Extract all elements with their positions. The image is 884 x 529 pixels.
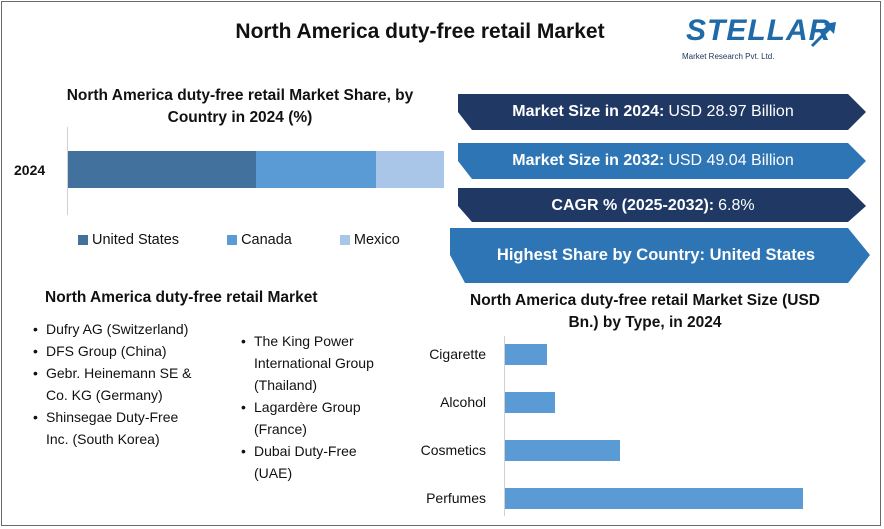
logo-arrow-icon — [810, 22, 836, 48]
list-item: Dufry AG (Switzerland) — [33, 318, 198, 340]
share-chart-axis — [67, 127, 68, 215]
legend-swatch — [339, 235, 350, 245]
type-bar-cosmetics — [505, 440, 621, 461]
type-category-label: Alcohol — [440, 394, 486, 410]
banner-key: Market Size in 2032: — [512, 152, 665, 169]
type-bar-alcohol — [505, 392, 555, 413]
banner-value: 6.8% — [718, 197, 755, 214]
legend-item: Mexico — [339, 232, 400, 248]
list-item: Shinsegae Duty-Free Inc. (South Korea) — [33, 406, 198, 450]
logo-wordmark: STELLAR — [686, 14, 832, 47]
banner-key: CAGR % (2025-2032): — [551, 197, 715, 214]
banner-shape-2024 — [458, 94, 866, 130]
banner-market-size-2024: Market Size in 2024: USD 28.97 Billion — [458, 94, 848, 130]
legend-label: Mexico — [353, 232, 400, 248]
banner-highest-share: Highest Share by Country: United States — [458, 237, 858, 273]
legend-swatch — [78, 235, 88, 245]
banner-key: Highest Share by Country: United States — [496, 245, 816, 264]
share-segment-canada — [256, 151, 377, 188]
banner-key: Market Size in 2024: — [512, 103, 665, 120]
type-category-label: Perfumes — [426, 490, 486, 506]
share-segment-mexico — [376, 151, 444, 188]
main-title: North America duty-free retail Market — [235, 20, 605, 43]
share-chart-title: North America duty-free retail Market Sh… — [66, 87, 414, 126]
key-players-title: North America duty-free retail Market — [45, 289, 318, 306]
banner-market-size-2032: Market Size in 2032: USD 49.04 Billion — [458, 143, 848, 179]
type-bar-perfumes — [505, 488, 804, 509]
banner-cagr: CAGR % (2025-2032): 6.8% — [458, 188, 848, 224]
list-item: DFS Group (China) — [33, 340, 198, 362]
list-item: Gebr. Heinemann SE & Co. KG (Germany) — [33, 362, 198, 406]
key-players-right-list: The King Power International Group (Thai… — [241, 330, 381, 484]
banner-shape-2032 — [458, 143, 866, 179]
stellar-logo: STELLAR Market Research Pvt. Ltd. — [672, 10, 857, 70]
type-bar-cigarette — [505, 344, 547, 365]
type-chart-title: North America duty-free retail Market Si… — [470, 292, 820, 331]
legend-label: United States — [92, 232, 180, 248]
share-year-label: 2024 — [14, 162, 46, 178]
banner-value: USD 49.04 Billion — [668, 152, 794, 169]
list-item: The King Power International Group (Thai… — [241, 330, 381, 396]
key-players-left-list: Dufry AG (Switzerland) DFS Group (China)… — [33, 318, 198, 450]
list-item: Lagardère Group (France) — [241, 396, 381, 440]
banner-shape-cagr — [458, 188, 866, 222]
legend-swatch — [227, 235, 238, 245]
type-category-label: Cosmetics — [420, 442, 486, 458]
list-item: Dubai Duty-Free (UAE) — [241, 440, 381, 484]
legend-item: United States — [78, 232, 179, 248]
share-segment-united-states — [68, 151, 256, 188]
type-chart-axis — [504, 336, 505, 516]
type-category-label: Cigarette — [429, 346, 486, 362]
logo-subtitle: Market Research Pvt. Ltd. — [682, 52, 775, 61]
legend-item: Canada — [227, 232, 292, 248]
share-stacked-bar — [68, 151, 444, 188]
share-legend: United States Canada Mexico — [78, 232, 400, 248]
banner-shape-highest — [450, 228, 870, 283]
legend-label: Canada — [241, 232, 292, 248]
banner-value: USD 28.97 Billion — [668, 103, 794, 120]
